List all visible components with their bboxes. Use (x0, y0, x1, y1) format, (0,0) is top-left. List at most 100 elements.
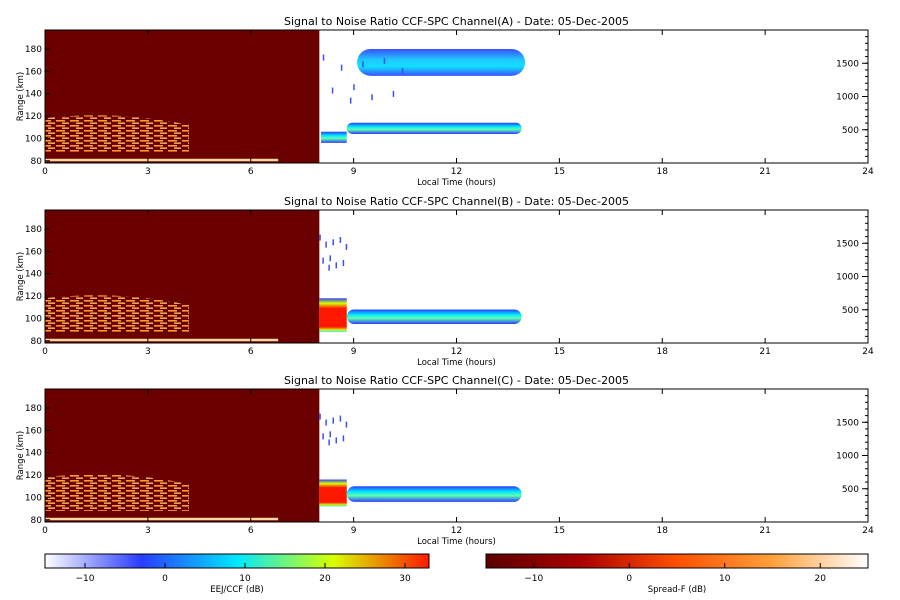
x-tick-label: 3 (145, 526, 151, 536)
ccf-scatter-mark (401, 68, 404, 74)
colorbar-label: EEJ/CCF (dB) (210, 585, 263, 595)
x-tick-label: 18 (657, 347, 669, 357)
y-tick-label: 120 (25, 292, 42, 302)
panel-a: Signal to Noise Ratio CCF-SPC Channel(A)… (16, 15, 874, 188)
spread-f-streaks (45, 115, 190, 152)
colorbars: −10 0 10 20 30 EEJ/CCF (dB) −10 0 10 20 Spread-F (… (44, 553, 869, 595)
y2-tick-label: 500 (842, 306, 859, 316)
y-tick-label: 140 (25, 449, 42, 459)
y-tick-label: 140 (25, 90, 42, 100)
y-axis-label: Range (km) (16, 252, 26, 301)
y-tick-label: 80 (31, 157, 43, 167)
x-tick-label: 9 (351, 347, 357, 357)
colorbar-tick-label: 0 (162, 574, 168, 584)
x-tick-label: 0 (42, 167, 48, 177)
colorbar-tick-label: 20 (319, 574, 331, 584)
colorbar-tick-label: −10 (76, 574, 95, 584)
x-tick-label: 21 (759, 347, 770, 357)
ccf-scatter-mark (342, 435, 345, 442)
ccf-scatter-mark (349, 97, 352, 104)
ccf-scatter-mark (339, 415, 342, 422)
ccf-scatter-mark (328, 264, 330, 271)
y-axis-label: Range (km) (16, 72, 26, 121)
y-tick-label: 80 (31, 337, 43, 347)
x-axis-label: Local Time (hours) (417, 537, 496, 547)
y2-tick-label: 1000 (836, 93, 859, 103)
x-tick-label: 6 (248, 347, 254, 357)
y-tick-label: 180 (25, 45, 42, 55)
y-tick-label: 100 (25, 493, 42, 503)
colorbar-strip (44, 553, 430, 569)
ccf-scatter-mark (340, 64, 343, 71)
x-tick-label: 9 (351, 167, 357, 177)
x-tick-label: 12 (451, 347, 462, 357)
y-tick-label: 120 (25, 112, 42, 122)
x-tick-label: 15 (554, 526, 565, 536)
colorbar-0: −10 0 10 20 30 EEJ/CCF (dB) (44, 553, 430, 595)
x-axis-label: Local Time (hours) (417, 178, 496, 188)
ccf-scatter-mark (319, 413, 321, 420)
colorbar-tick-label: 20 (815, 574, 827, 584)
y2-tick-label: 1000 (836, 273, 859, 283)
y-tick-label: 100 (25, 314, 42, 324)
ccf-scatter-mark (319, 234, 321, 241)
eej-layer (346, 486, 522, 502)
ccf-scatter-mark (322, 433, 324, 440)
spread-f-streaks (45, 474, 190, 511)
x-tick-label: 18 (657, 167, 669, 177)
x-tick-label: 24 (862, 526, 874, 536)
colorbar-1: −10 0 10 20 Spread-F (dB) (485, 553, 869, 595)
colorbar-tick-label: −10 (524, 574, 543, 584)
colorbar-label: Spread-F (dB) (648, 585, 706, 595)
ccf-scatter-mark (353, 84, 355, 91)
y-tick-label: 120 (25, 471, 42, 481)
y-tick-label: 160 (25, 426, 42, 436)
ccf-scatter-mark (383, 57, 386, 64)
ccf-scatter-mark (371, 94, 373, 101)
y-tick-label: 140 (25, 270, 42, 280)
panel-title: Signal to Noise Ratio CCF-SPC Channel(A)… (284, 15, 629, 28)
y-tick-label: 180 (25, 225, 42, 235)
ccf-scatter-mark (332, 417, 335, 424)
x-tick-label: 24 (862, 167, 874, 177)
panels: Signal to Noise Ratio CCF-SPC Channel(A)… (16, 15, 874, 547)
ccf-scatter-mark (325, 419, 327, 426)
y2-tick-label: 500 (842, 485, 859, 495)
x-tick-label: 21 (759, 167, 770, 177)
spread-f-baseline (45, 517, 279, 521)
y2-tick-label: 1500 (836, 418, 859, 428)
y-axis-label: Range (km) (16, 431, 26, 480)
y2-tick-label: 1000 (836, 452, 859, 462)
x-tick-label: 12 (451, 526, 462, 536)
x-tick-label: 21 (759, 526, 770, 536)
ccf-scatter-mark (329, 255, 331, 262)
x-tick-label: 0 (42, 347, 48, 357)
ccf-scatter-mark (339, 236, 342, 243)
y-tick-label: 100 (25, 134, 42, 144)
spread-f-baseline (45, 338, 279, 342)
ccf-scatter-mark (345, 421, 348, 428)
panel-title: Signal to Noise Ratio CCF-SPC Channel(C)… (284, 374, 629, 387)
y-tick-label: 80 (31, 516, 43, 526)
x-tick-label: 15 (554, 347, 565, 357)
spread-f-baseline (45, 158, 279, 162)
ccf-scatter-mark (392, 90, 395, 97)
panel-title: Signal to Noise Ratio CCF-SPC Channel(B)… (284, 195, 629, 208)
colorbar-tick-label: 0 (626, 574, 632, 584)
ccf-scatter-mark (325, 241, 327, 248)
ccf-scatter-mark (335, 262, 338, 269)
x-tick-label: 24 (862, 347, 874, 357)
ccf-scatter-mark (328, 439, 330, 446)
panel-c: Signal to Noise Ratio CCF-SPC Channel(C)… (16, 374, 874, 547)
eej-blob (319, 479, 347, 507)
colorbar-tick-label: 10 (239, 574, 251, 584)
ccf-scatter-mark (322, 257, 324, 264)
ccf-scatter-mark (331, 87, 334, 94)
eej-blob (321, 131, 347, 143)
y-tick-label: 180 (25, 404, 42, 414)
ccf-scatter-mark (329, 431, 331, 438)
ccf-scatter-mark (345, 243, 348, 250)
eej-layer (346, 309, 522, 324)
colorbar-tick-label: 10 (719, 574, 731, 584)
